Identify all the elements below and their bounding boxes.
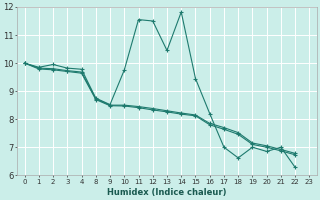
X-axis label: Humidex (Indice chaleur): Humidex (Indice chaleur) [107, 188, 227, 197]
